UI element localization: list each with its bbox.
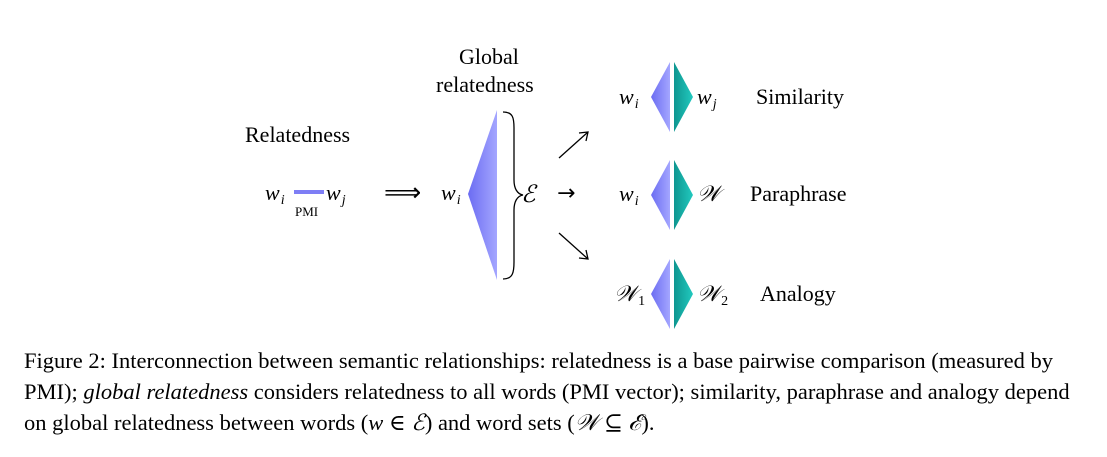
- global-word-wi: wi: [441, 180, 461, 208]
- relatedness-word-wi: wi: [265, 180, 285, 208]
- analogy-left-wedge: [651, 259, 670, 329]
- relatedness-word-wj: wj: [326, 180, 346, 208]
- vocabulary-set-symbol: ℰ: [521, 182, 536, 208]
- diagram-canvas: [294, 62, 693, 329]
- arrow-up-right: [558, 131, 589, 159]
- arrow-down-right: [558, 232, 589, 260]
- analogy-label: Analogy: [760, 281, 836, 306]
- analogy-right-word: 𝒲2: [697, 281, 729, 309]
- analogy-left-word: 𝒲1: [614, 281, 646, 309]
- paraphrase-right-wedge: [674, 160, 693, 230]
- caption-emphasis: global relatedness: [83, 379, 249, 404]
- similarity-left-wedge: [651, 62, 670, 132]
- paraphrase-label: Paraphrase: [750, 181, 847, 206]
- arrow-right: →: [557, 181, 576, 206]
- global-relatedness-wedge: [468, 110, 497, 280]
- figure-caption: Figure 2: Interconnection between semant…: [24, 348, 1070, 435]
- relatedness-title: Relatedness: [245, 122, 351, 147]
- paraphrase-left-word: wi: [619, 181, 639, 209]
- similarity-right-wedge: [674, 62, 693, 132]
- global-relatedness-title-line2: relatedness: [436, 72, 534, 97]
- global-relatedness-title-line1: Global: [459, 44, 519, 69]
- implies-arrow: ⟹: [384, 178, 422, 208]
- pmi-label: PMI: [295, 204, 319, 219]
- paraphrase-right-word: 𝒲: [697, 181, 721, 206]
- similarity-right-word: wj: [697, 84, 717, 112]
- similarity-label: Similarity: [756, 84, 844, 109]
- similarity-left-word: wi: [619, 84, 639, 112]
- set-brace: [502, 111, 524, 280]
- analogy-right-wedge: [674, 259, 693, 329]
- caption-math-word-in-set: w ∈ ℰ: [368, 410, 425, 435]
- paraphrase-left-wedge: [651, 160, 670, 230]
- pmi-bar: [294, 190, 324, 194]
- caption-math-set-subset: 𝒲 ⊆ ℰ: [574, 410, 642, 435]
